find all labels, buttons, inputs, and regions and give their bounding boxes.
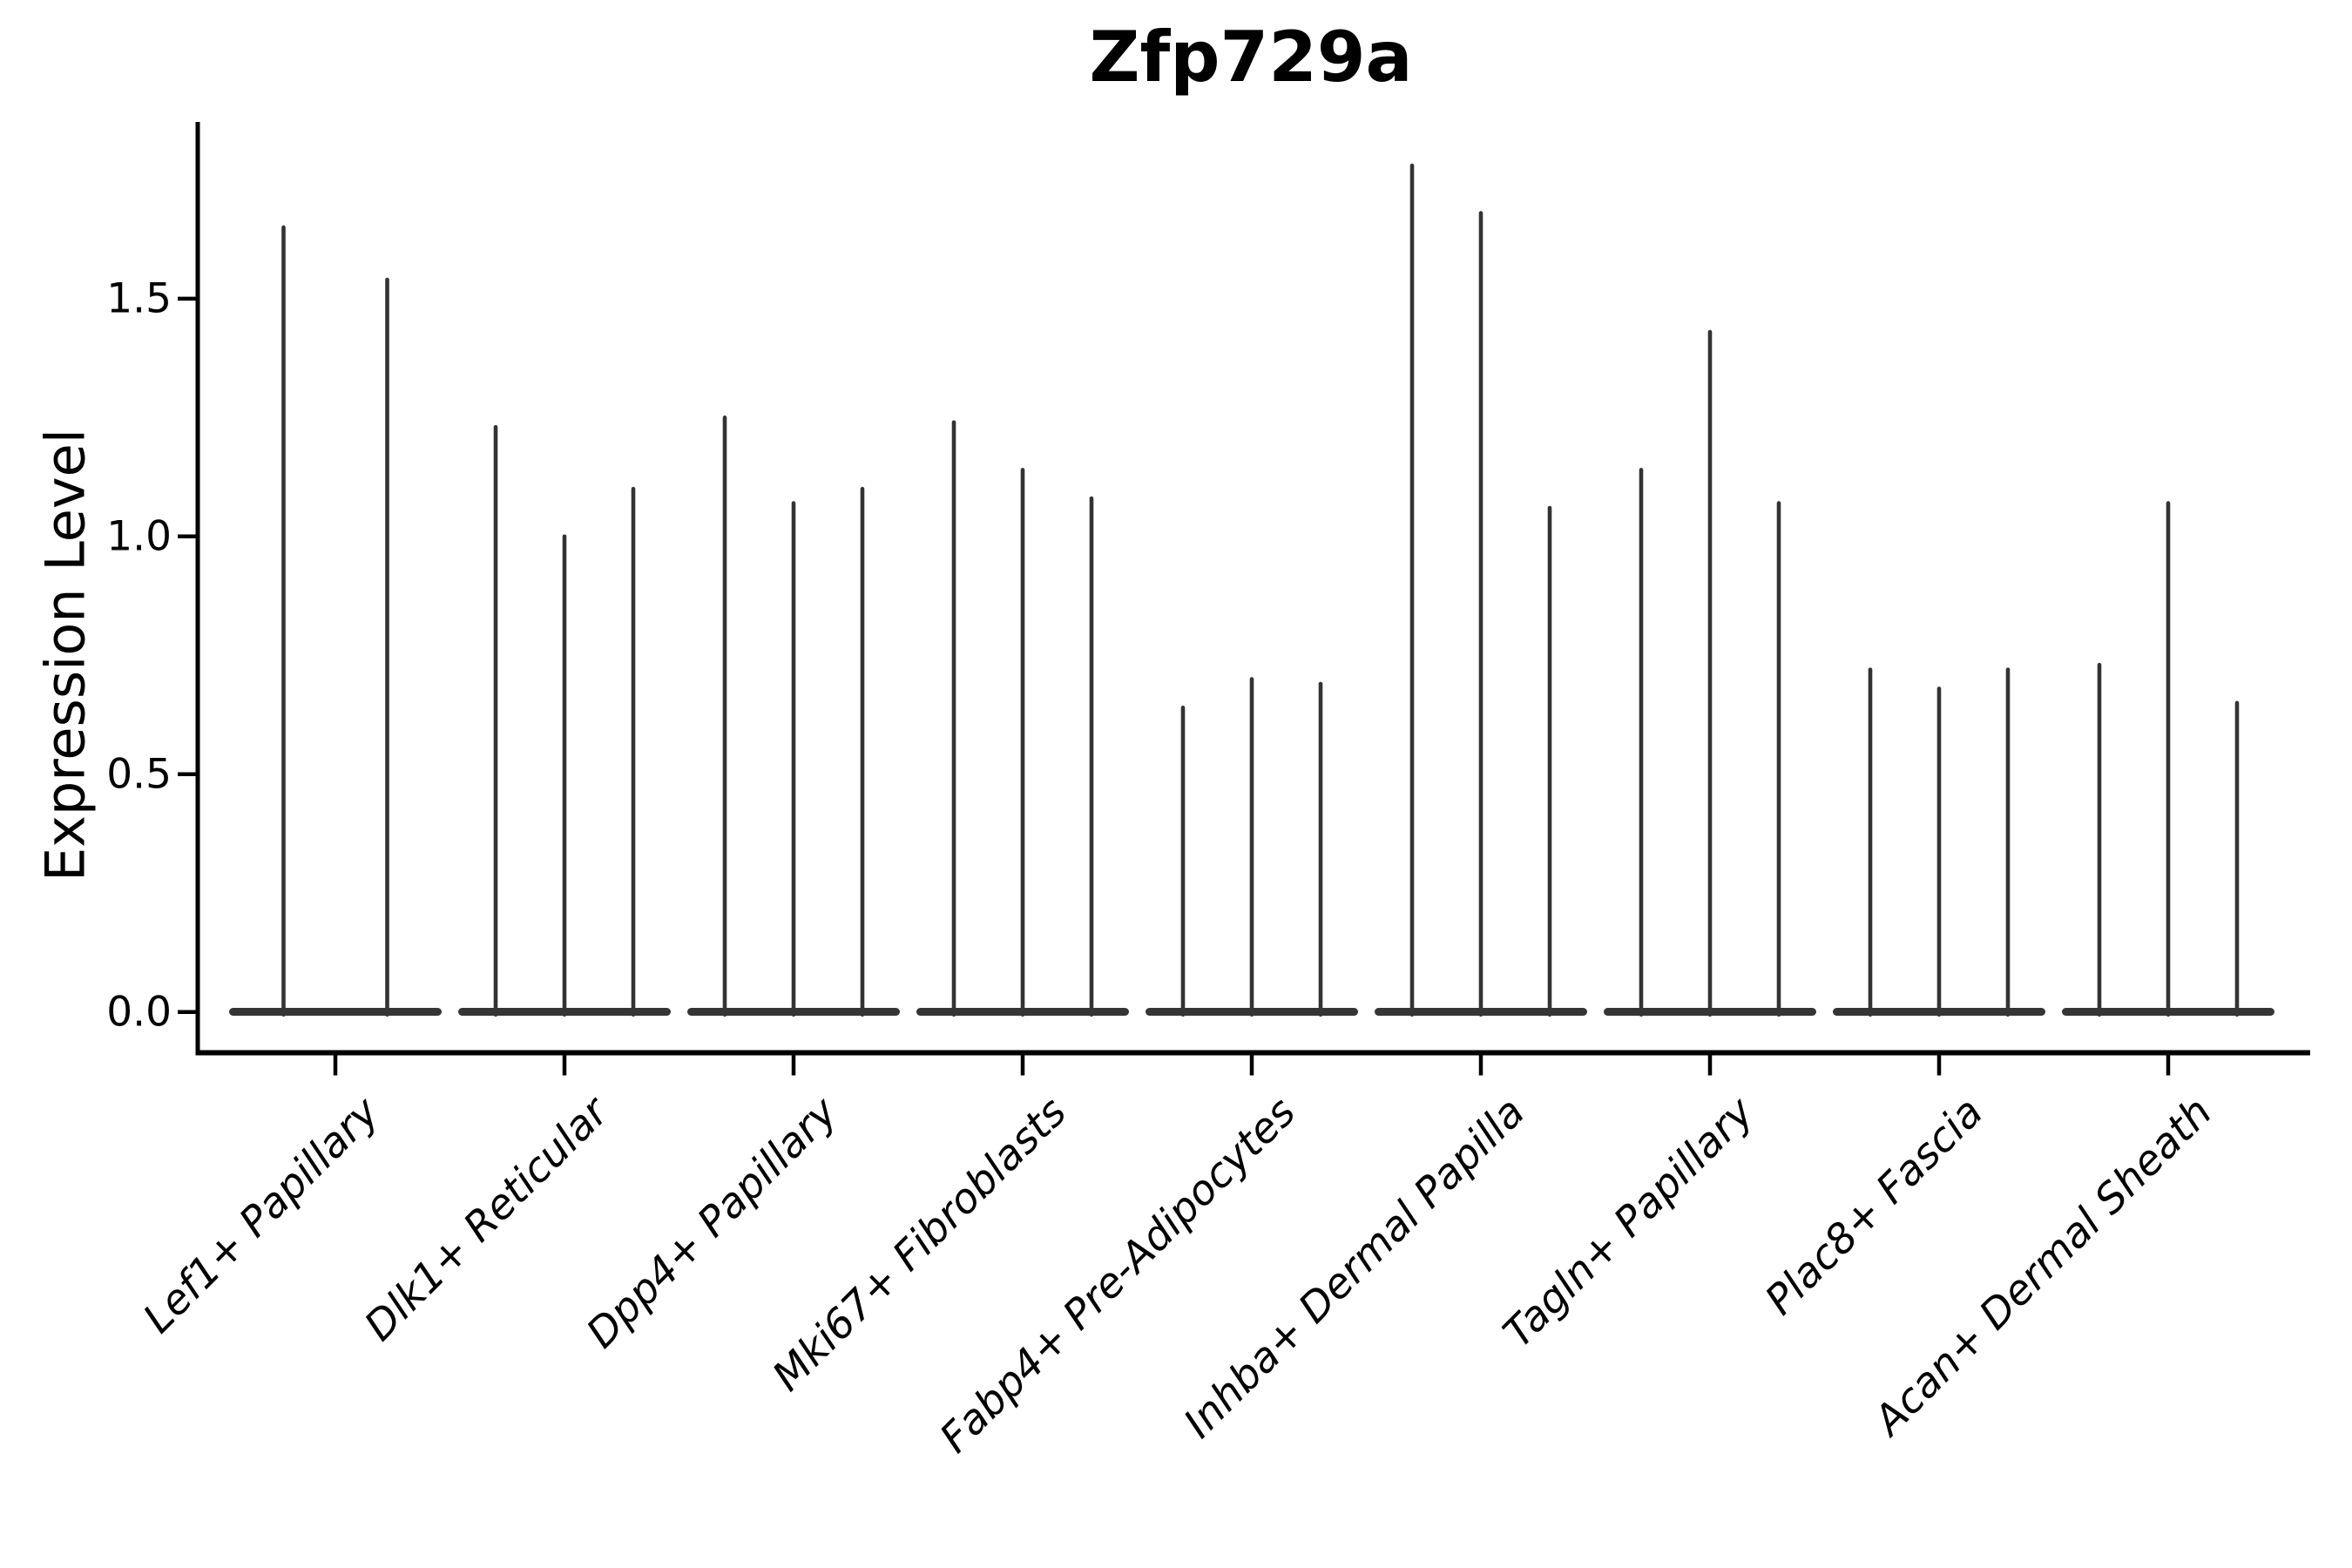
violin-base-blob [2062, 1008, 2274, 1016]
violin-base-blob [687, 1008, 900, 1016]
y-tick-label: 1.5 [106, 274, 172, 323]
y-axis-label: Expression Level [33, 429, 98, 882]
y-tick-label: 0.0 [106, 988, 172, 1037]
violin-base-blob [229, 1008, 442, 1016]
violin-base-blob [916, 1008, 1129, 1016]
violin-base-blob [1375, 1008, 1587, 1016]
violin-base-blob [1604, 1008, 1816, 1016]
violin-base-blob [1833, 1008, 2045, 1016]
violin-base-blob [1146, 1008, 1358, 1016]
y-tick-label: 1.0 [106, 512, 172, 561]
y-tick-label: 0.5 [106, 750, 172, 799]
violin-base-blob [458, 1008, 671, 1016]
chart-title: Zfp729a [1089, 17, 1413, 98]
